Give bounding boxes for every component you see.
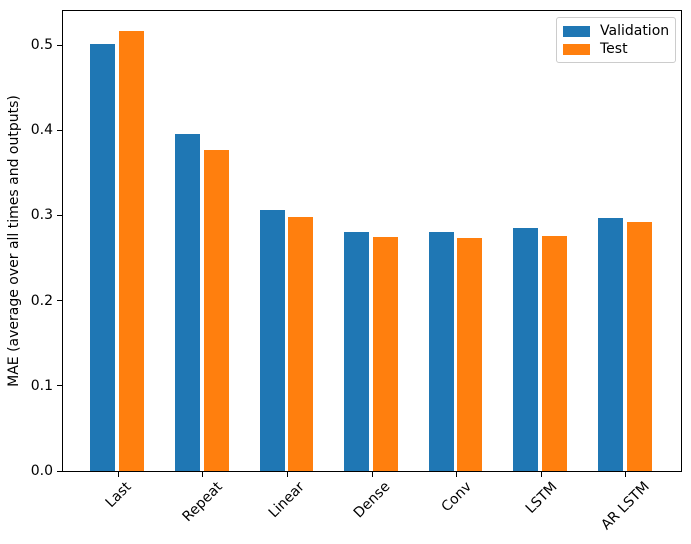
x-tick-label-dense: Dense: [350, 478, 394, 522]
bar-validation-ar-lstm: [598, 218, 623, 471]
bar-test-ar-lstm: [627, 222, 652, 471]
bar-validation-linear: [260, 210, 285, 471]
legend-label-validation: Validation: [600, 23, 670, 39]
y-tick-mark: [57, 300, 62, 302]
bar-validation-repeat: [175, 134, 200, 471]
y-axis-label: MAE (average over all times and outputs): [6, 95, 22, 387]
y-tick-label: 0.2: [30, 292, 53, 309]
test-color-swatch: [563, 43, 590, 55]
x-tick-label-linear: Linear: [266, 479, 309, 522]
y-tick-label: 0.0: [30, 463, 53, 479]
bar-test-conv: [457, 238, 482, 471]
legend-label-test: Test: [600, 41, 628, 57]
x-tick-mark: [371, 472, 373, 477]
bar-validation-conv: [429, 232, 454, 471]
bar-test-linear: [288, 217, 313, 471]
y-tick-label: 0.5: [30, 37, 53, 54]
bar-test-last: [119, 31, 144, 471]
y-tick-mark: [57, 129, 62, 131]
bar-validation-lstm: [513, 228, 538, 471]
y-tick-mark: [57, 470, 62, 472]
x-tick-label-conv: Conv: [438, 479, 475, 516]
y-tick-mark: [57, 214, 62, 216]
x-tick-mark: [625, 472, 627, 477]
x-tick-mark: [456, 472, 458, 477]
legend-entry-validation: Validation: [563, 22, 669, 40]
y-tick-label: 0.3: [30, 207, 53, 224]
x-tick-mark: [117, 472, 119, 477]
validation-color-swatch: [563, 25, 590, 37]
x-tick-mark: [202, 472, 204, 477]
bar-test-dense: [373, 237, 398, 471]
x-tick-mark: [540, 472, 542, 477]
legend-entry-test: Test: [563, 40, 669, 58]
y-tick-label: 0.1: [30, 377, 53, 394]
y-tick-label: 0.4: [30, 122, 53, 139]
x-tick-label-lstm: LSTM: [522, 478, 561, 517]
plot-area: [62, 10, 682, 472]
x-tick-label-ar-lstm: AR LSTM: [598, 478, 654, 534]
x-tick-mark: [286, 472, 288, 477]
y-tick-mark: [57, 385, 62, 387]
y-tick-mark: [57, 44, 62, 46]
bar-test-lstm: [542, 236, 567, 471]
legend: Validation Test: [556, 17, 676, 63]
x-tick-label-repeat: Repeat: [179, 478, 226, 526]
bar-test-repeat: [204, 150, 229, 471]
x-tick-label-last: Last: [102, 478, 135, 511]
bar-validation-last: [90, 44, 115, 471]
bar-validation-dense: [344, 232, 369, 471]
